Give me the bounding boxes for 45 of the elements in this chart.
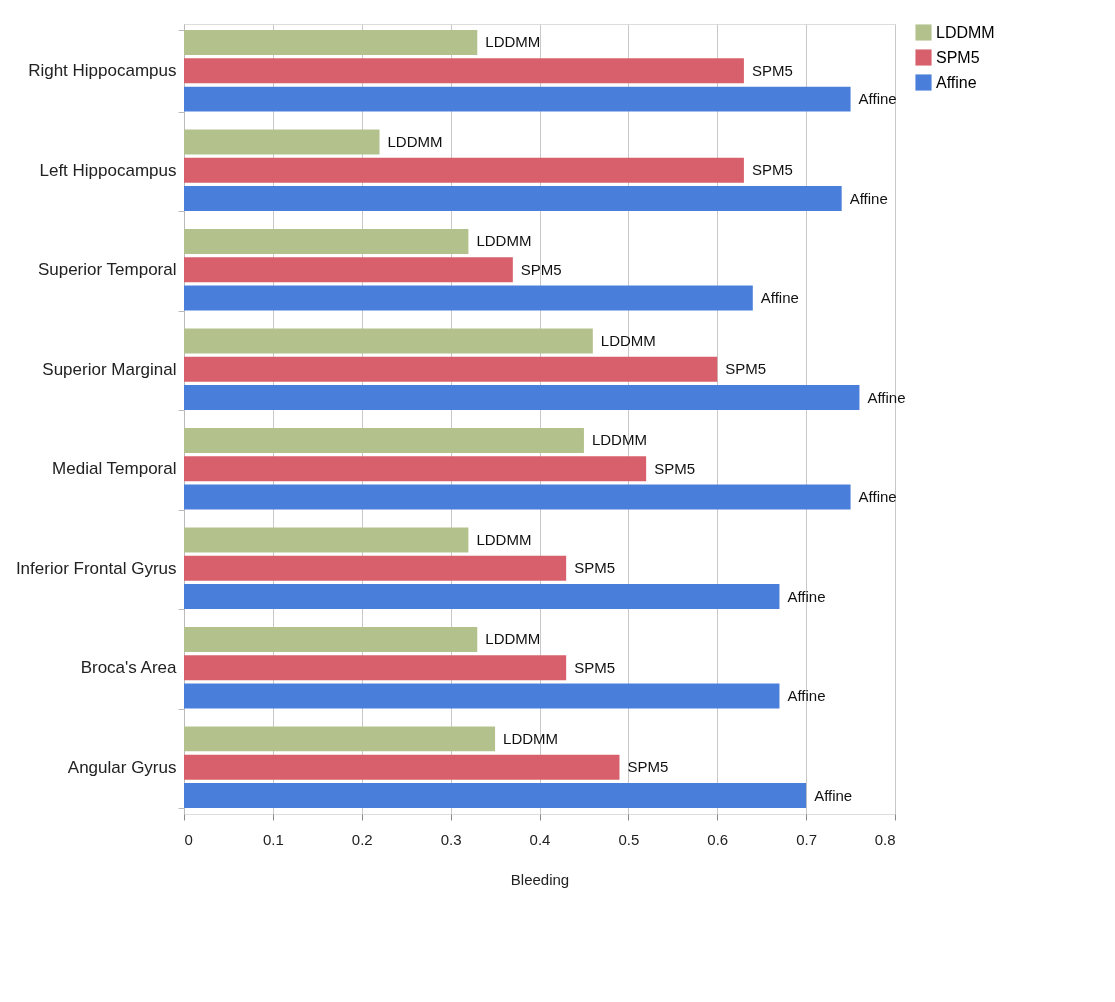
text: LDDMM [600, 331, 656, 349]
text: Affine [858, 488, 897, 506]
text: LDDMM [476, 530, 532, 548]
text: SPM5 [520, 260, 562, 278]
x-tick-label: 0.4 [529, 830, 551, 848]
text: SPM5 [751, 61, 793, 79]
legend-label: SPM5 [936, 48, 980, 66]
text: Affine [787, 687, 826, 705]
y-tick-label: Left Hippocampus [39, 160, 177, 180]
text: Affine [867, 388, 906, 406]
x-tick-label: 0.1 [262, 830, 284, 848]
text: LDDMM [485, 33, 541, 51]
y-tick-label: Superior Marginal [42, 359, 177, 379]
text: SPM5 [725, 360, 767, 378]
text: Affine [787, 587, 826, 605]
text: LDDMM [476, 232, 532, 250]
x-tick-label: 0.6 [707, 830, 729, 848]
x-tick-label: 0.5 [618, 830, 640, 848]
legend-label: LDDMM [936, 23, 995, 41]
text: Affine [814, 786, 853, 804]
x-tick-label: 0.2 [351, 830, 373, 848]
y-tick-label: Right Hippocampus [28, 61, 177, 81]
text: Affine [760, 289, 799, 307]
text: SPM5 [574, 559, 616, 577]
text: Affine [849, 189, 888, 207]
text: LDDMM [485, 630, 541, 648]
text: LDDMM [591, 431, 647, 449]
text: SPM5 [574, 658, 616, 676]
y-tick-label: Inferior Frontal Gyrus [15, 558, 177, 578]
x-tick-label: 0.3 [440, 830, 462, 848]
x-axis-title: Bleeding [510, 870, 570, 888]
legend-label: Affine [936, 73, 977, 91]
x-tick-label: 0.7 [796, 830, 818, 848]
y-tick-label: Broca's Area [80, 658, 178, 678]
text: SPM5 [751, 161, 793, 179]
y-tick-label: Superior Temporal [37, 260, 177, 280]
text: Affine [858, 90, 897, 108]
y-tick-label: Angular Gyrus [67, 757, 177, 777]
text: LDDMM [503, 729, 559, 747]
text: LDDMM [387, 132, 443, 150]
text: SPM5 [654, 459, 696, 477]
text: SPM5 [627, 758, 669, 776]
x-tick-label: 0.8 [874, 830, 896, 848]
x-tick-label: 0 [184, 830, 193, 848]
y-tick-label: Medial Temporal [52, 459, 177, 479]
